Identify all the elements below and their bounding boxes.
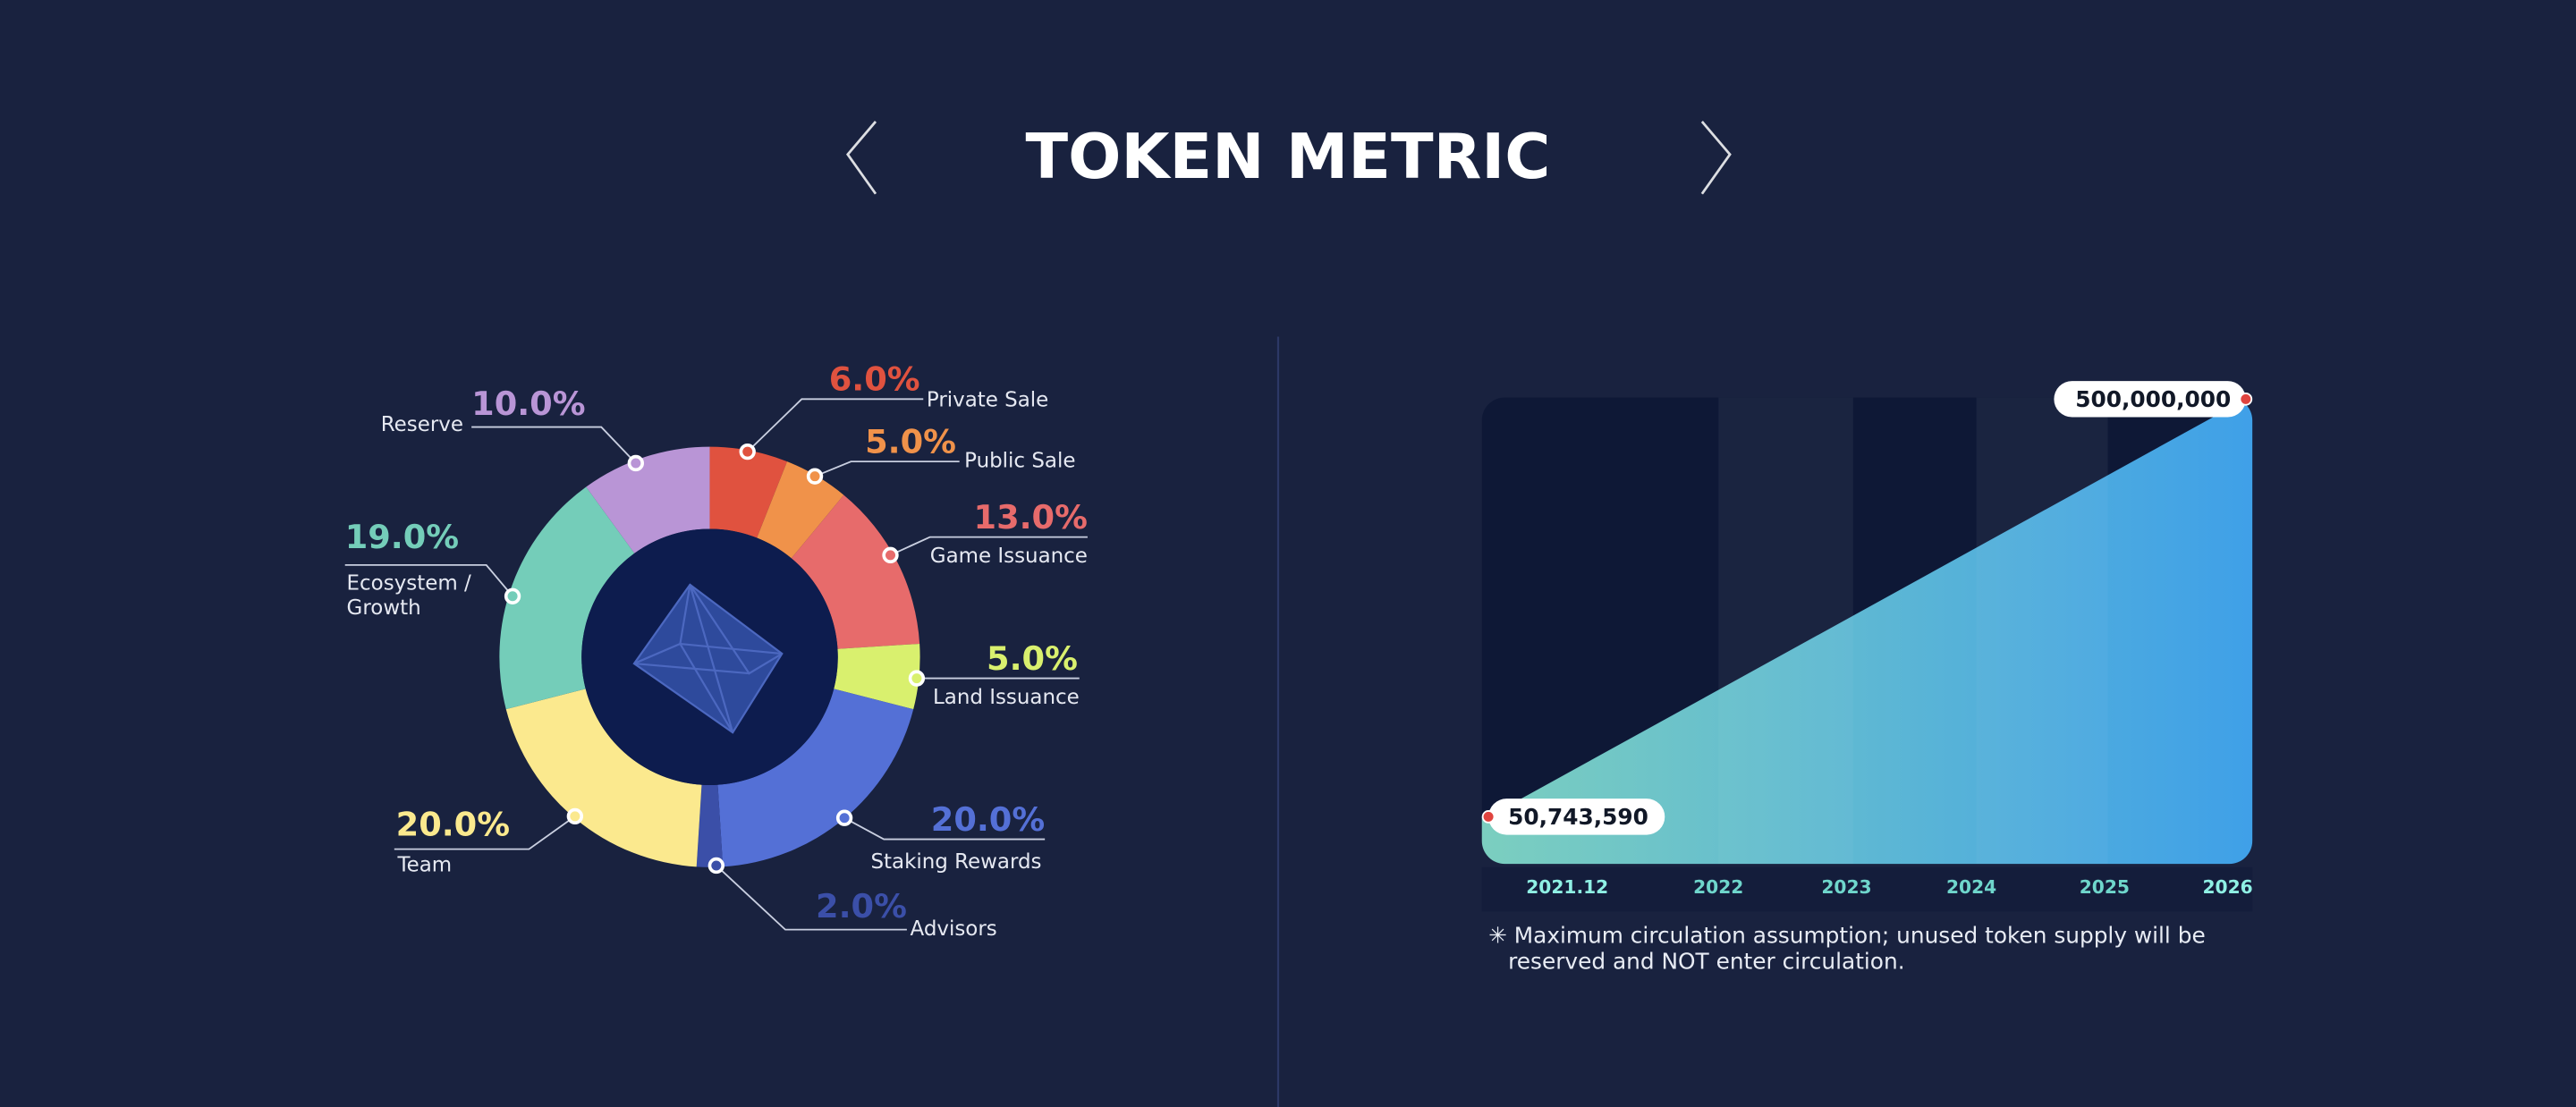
callout-line: [843, 816, 1046, 841]
slice-category-label: Ecosystem / Growth: [346, 570, 471, 620]
pie-slice: [505, 689, 702, 867]
callout-dot: [504, 587, 521, 604]
slice-value-label: 10.0%: [471, 384, 585, 423]
slice-category-label-box: Ecosystem / Growth: [346, 570, 471, 620]
slice-value-label: 19.0%: [345, 518, 459, 556]
slice-value-label: 6.0%: [829, 360, 920, 399]
value-pill: [1488, 799, 1665, 835]
pie-slice: [717, 689, 914, 867]
footnote: ✳ Maximum circulation assumption; unused…: [1488, 923, 2206, 976]
footnote-box: ✳ Maximum circulation assumption; unused…: [1488, 923, 2206, 976]
callout-line: [394, 815, 576, 850]
callout-dot: [882, 546, 899, 564]
center-icon-edges: [679, 584, 783, 733]
pie-slice: [499, 486, 635, 710]
slice-category-label: Reserve: [381, 413, 463, 436]
pie-chart: 6.0% Private Sale 5.0% Public Sale 13.0% Game…: [345, 360, 1088, 941]
slice-value-label: 20.0%: [396, 805, 510, 843]
slice-category-label: Land Issuance: [933, 686, 1080, 709]
slice-value-label: 20.0%: [931, 800, 1045, 839]
slice-category-label: Staking Rewards: [870, 850, 1041, 874]
callout-line: [344, 563, 513, 597]
callout-dot: [835, 809, 853, 826]
x-tick-label: 2025: [2080, 876, 2130, 898]
slice-category-label: Advisors: [911, 917, 997, 941]
callout-dot: [566, 807, 584, 825]
x-tick-label: 2024: [1946, 876, 1996, 898]
center-icon-edge: [633, 662, 750, 675]
slice-category-label: Game Issuance: [930, 545, 1088, 568]
callout-line: [471, 426, 637, 464]
column-stripe: [1718, 398, 1853, 865]
callout-line: [814, 461, 960, 477]
slice-category-label: Team: [396, 853, 452, 876]
pie-slice: [586, 446, 710, 554]
area-chart: 50,743,590 500,000,000 2021.12 2022 2023 2024…: [1481, 381, 2253, 976]
callout-dot: [739, 443, 756, 461]
x-tick-label: 2023: [1821, 876, 1871, 898]
callout-line: [890, 536, 1088, 556]
pie-slice: [709, 446, 788, 538]
pie-slice: [757, 461, 844, 559]
slice-category-label: Private Sale: [927, 389, 1048, 412]
slice-category-label: Public Sale: [964, 450, 1075, 473]
page-title: TOKEN METRIC: [1026, 121, 1551, 193]
callout-dot: [908, 670, 926, 687]
slice-value-label: 5.0%: [865, 422, 956, 461]
callout-line: [716, 865, 907, 931]
supply-area: [1481, 399, 2253, 865]
callout-line: [747, 398, 924, 452]
x-tick-label: 2026: [2203, 876, 2253, 898]
value-point: [2239, 393, 2253, 406]
x-tick-label: 2022: [1693, 876, 1743, 898]
callout-dot: [708, 857, 724, 875]
x-tick-label: 2021.12: [1526, 876, 1608, 898]
center-icon-edges: [633, 642, 783, 665]
pie-slice: [791, 494, 920, 649]
pie-slice: [834, 643, 920, 710]
callout-dot: [627, 454, 644, 472]
slice-value-label: 5.0%: [987, 639, 1078, 678]
title-decoration: [552, 121, 2028, 195]
column-stripe: [1977, 398, 2108, 865]
value-pill: [2054, 381, 2246, 418]
x-axis-band: [1481, 866, 2253, 912]
value-label: 50,743,590: [1508, 804, 1648, 830]
callout-dot: [806, 468, 824, 485]
slice-value-label: 13.0%: [974, 498, 1088, 537]
slice-value-label: 2.0%: [816, 887, 907, 925]
value-label: 500,000,000: [2075, 386, 2231, 412]
pie-slice: [696, 784, 724, 867]
value-point: [1481, 810, 1496, 824]
